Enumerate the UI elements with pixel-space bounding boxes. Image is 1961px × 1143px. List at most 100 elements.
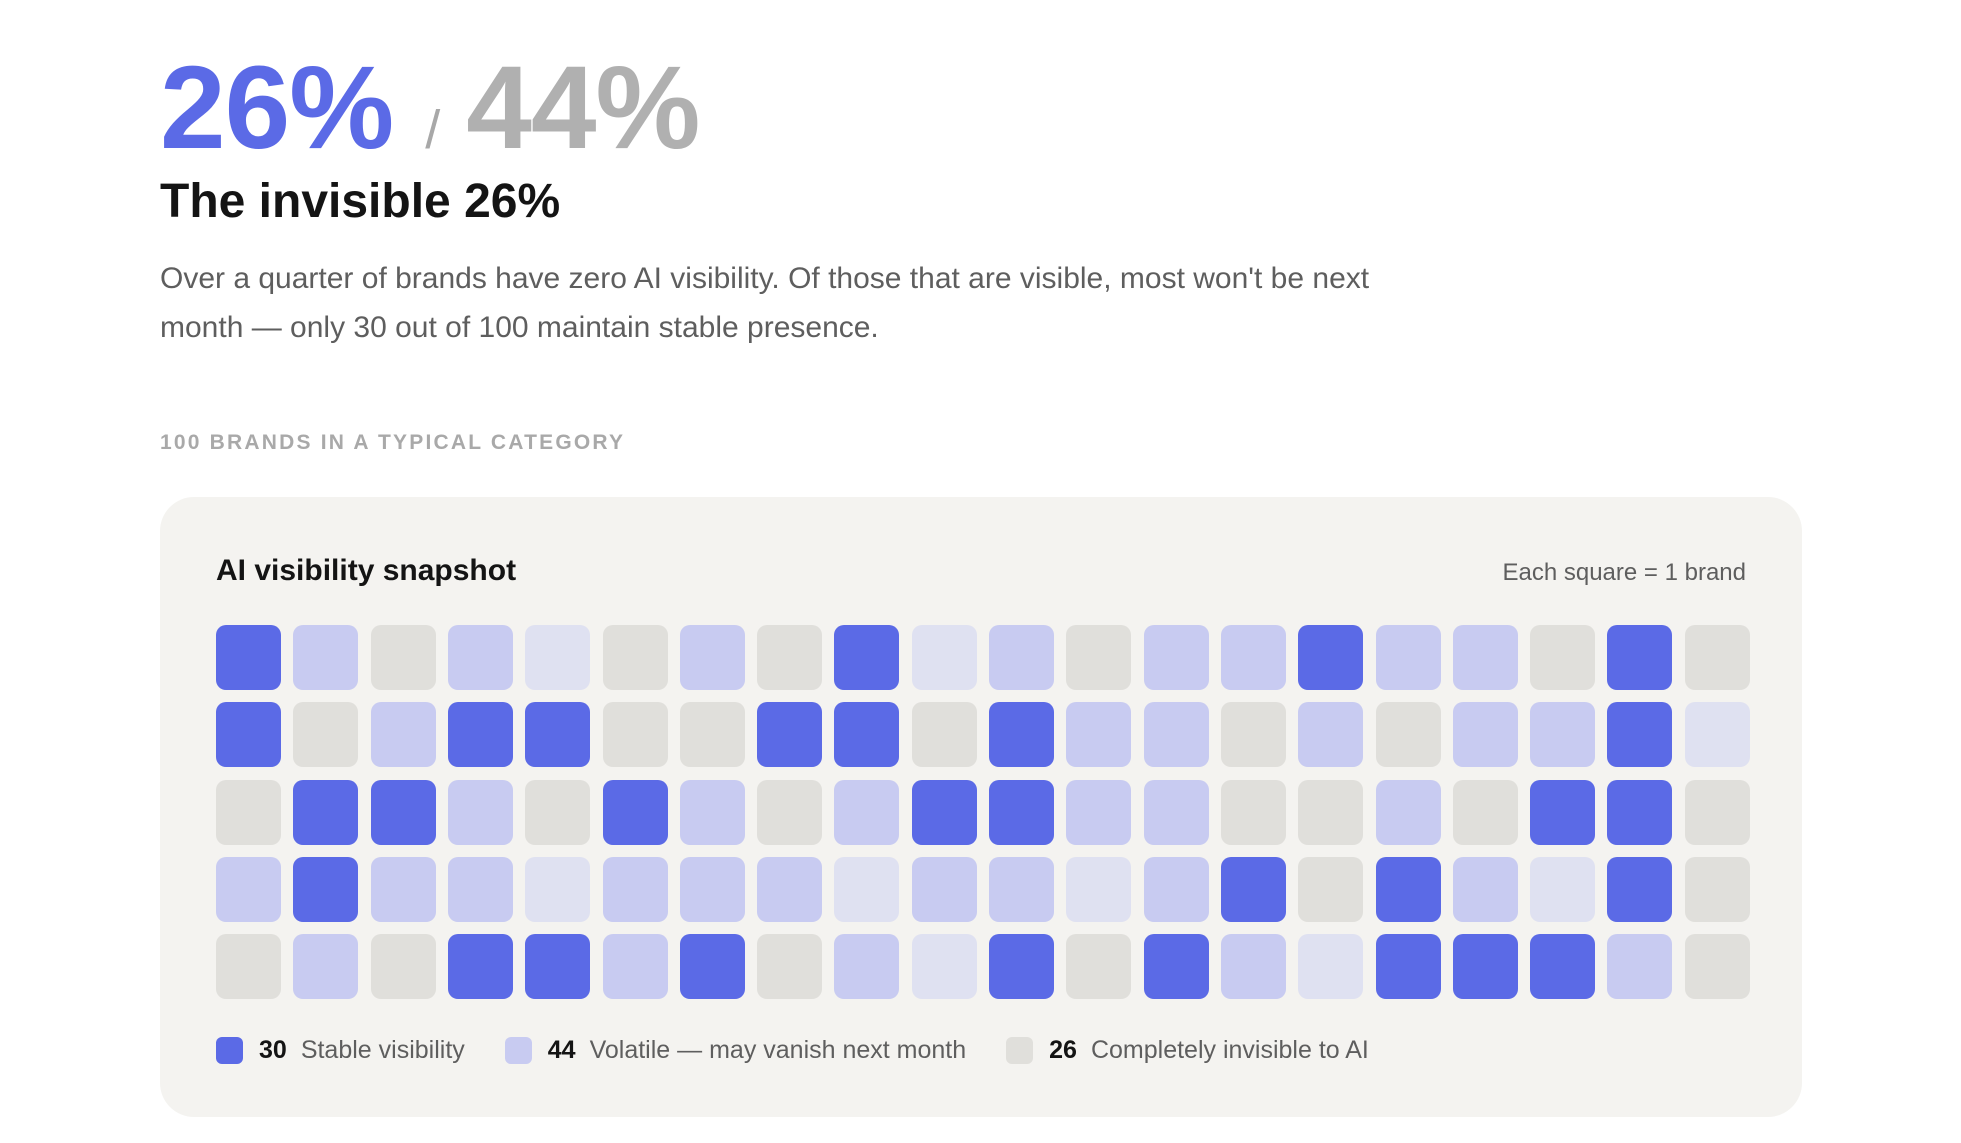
brand-cell-stable: [989, 702, 1054, 768]
legend-count-invisible: 26: [1049, 1036, 1077, 1064]
brand-cell-invisible: [757, 779, 823, 845]
visibility-card: AI visibility snapshot Each square = 1 b…: [160, 497, 1802, 1117]
brand-cell-volatile: [834, 856, 900, 922]
brand-cell-volatile: [1298, 934, 1364, 1000]
brand-cell-stable: [1375, 934, 1441, 1000]
brand-cell-invisible: [1220, 779, 1286, 845]
brand-cell-volatile: [370, 702, 436, 768]
brand-cell-volatile: [911, 625, 977, 690]
legend-swatch-invisible: [1006, 1037, 1034, 1064]
brand-cell-stable: [1607, 856, 1673, 922]
brand-cell-volatile: [1143, 779, 1209, 845]
legend-label-stable: Stable visibility: [300, 1036, 465, 1064]
brand-cell-invisible: [1684, 934, 1750, 1000]
brand-cell-volatile: [1607, 934, 1673, 1000]
brand-cell-volatile: [911, 856, 977, 922]
stats-row: 26% / 44%: [160, 40, 700, 176]
brand-cell-volatile: [1452, 625, 1518, 690]
brand-cell-volatile: [293, 625, 359, 690]
brand-cell-invisible: [1684, 779, 1750, 845]
brand-cell-invisible: [1066, 625, 1132, 690]
card-title: AI visibility snapshot: [216, 554, 517, 587]
brand-cell-stable: [293, 779, 359, 845]
brand-cell-stable: [989, 934, 1054, 1000]
brand-cell-volatile: [1684, 702, 1750, 768]
brand-cell-stable: [216, 625, 281, 690]
brand-cell-volatile: [293, 934, 359, 1000]
brand-cell-volatile: [1066, 779, 1132, 845]
brand-cell-volatile: [834, 934, 900, 1000]
legend-swatch-volatile: [504, 1037, 532, 1064]
section-label: 100 BRANDS IN A TYPICAL CATEGORY: [160, 431, 626, 454]
brand-cell-stable: [834, 702, 900, 768]
brand-cell-volatile: [447, 625, 513, 690]
legend-count-stable: 30: [259, 1036, 287, 1064]
brand-cell-invisible: [757, 934, 823, 1000]
brand-cell-invisible: [216, 934, 281, 1000]
brand-cell-invisible: [1298, 856, 1364, 922]
brand-cell-invisible: [1530, 625, 1596, 690]
brand-cell-invisible: [370, 625, 436, 690]
brand-cell-invisible: [525, 779, 591, 845]
headline: The invisible 26%: [160, 175, 561, 228]
brand-cell-volatile: [1143, 856, 1209, 922]
card-note: Each square = 1 brand: [1502, 559, 1746, 586]
brand-cell-volatile: [1066, 702, 1132, 768]
brand-cell-invisible: [602, 625, 668, 690]
brand-cell-stable: [602, 779, 668, 845]
brand-cell-volatile: [911, 934, 977, 1000]
brand-cell-invisible: [1452, 779, 1518, 845]
brand-cell-stable: [834, 625, 900, 690]
brand-cell-stable: [447, 934, 513, 1000]
stat-primary: 26%: [160, 42, 394, 174]
brand-cell-stable: [679, 934, 745, 1000]
brand-cell-stable: [216, 702, 281, 768]
brand-cell-volatile: [1375, 625, 1441, 690]
brand-cell-volatile: [1530, 702, 1596, 768]
brand-cell-stable: [1530, 934, 1596, 1000]
legend-item-stable: 30 Stable visibility: [216, 1036, 465, 1065]
brand-cell-volatile: [679, 856, 745, 922]
brand-cell-volatile: [216, 856, 281, 922]
description: Over a quarter of brands have zero AI vi…: [160, 262, 1370, 344]
brand-cell-stable: [1375, 856, 1441, 922]
legend-swatch-stable: [216, 1037, 243, 1064]
brand-cell-stable: [447, 702, 513, 768]
brand-cell-volatile: [370, 856, 436, 922]
brand-cell-volatile: [1298, 702, 1364, 768]
brand-cell-invisible: [911, 702, 977, 768]
brand-cell-invisible: [216, 779, 281, 845]
brand-cell-volatile: [1220, 934, 1286, 1000]
brand-cell-volatile: [989, 856, 1054, 922]
brand-cell-stable: [1220, 856, 1286, 922]
brand-cell-volatile: [1066, 856, 1132, 922]
brand-cell-invisible: [370, 934, 436, 1000]
legend: 30 Stable visibility 44 Volatile — may v…: [216, 1036, 1409, 1065]
brand-cell-volatile: [1452, 702, 1518, 768]
brand-cell-stable: [1607, 625, 1673, 690]
brand-cell-volatile: [1375, 779, 1441, 845]
brand-cell-volatile: [1530, 856, 1596, 922]
brand-cell-stable: [1143, 934, 1209, 1000]
legend-label-invisible: Completely invisible to AI: [1090, 1036, 1369, 1064]
brand-cell-volatile: [679, 625, 745, 690]
legend-item-volatile: 44 Volatile — may vanish next month: [504, 1036, 967, 1065]
brand-cell-stable: [1607, 779, 1673, 845]
brand-cell-volatile: [1143, 702, 1209, 768]
brand-cell-stable: [1530, 779, 1596, 845]
brand-cell-invisible: [757, 625, 823, 690]
brand-cell-volatile: [447, 779, 513, 845]
stat-secondary: 44%: [466, 42, 700, 174]
legend-label-volatile: Volatile — may vanish next month: [589, 1036, 967, 1064]
brand-cell-stable: [370, 779, 436, 845]
brand-cell-stable: [1452, 934, 1518, 1000]
brand-cell-volatile: [1220, 625, 1286, 690]
brand-cell-volatile: [989, 625, 1054, 690]
brand-cell-volatile: [525, 625, 591, 690]
brand-cell-stable: [293, 856, 359, 922]
brand-cell-stable: [525, 702, 591, 768]
brand-cell-stable: [1298, 625, 1364, 690]
brand-cell-volatile: [602, 934, 668, 1000]
brand-cell-invisible: [602, 702, 668, 768]
stat-separator: /: [425, 100, 441, 160]
